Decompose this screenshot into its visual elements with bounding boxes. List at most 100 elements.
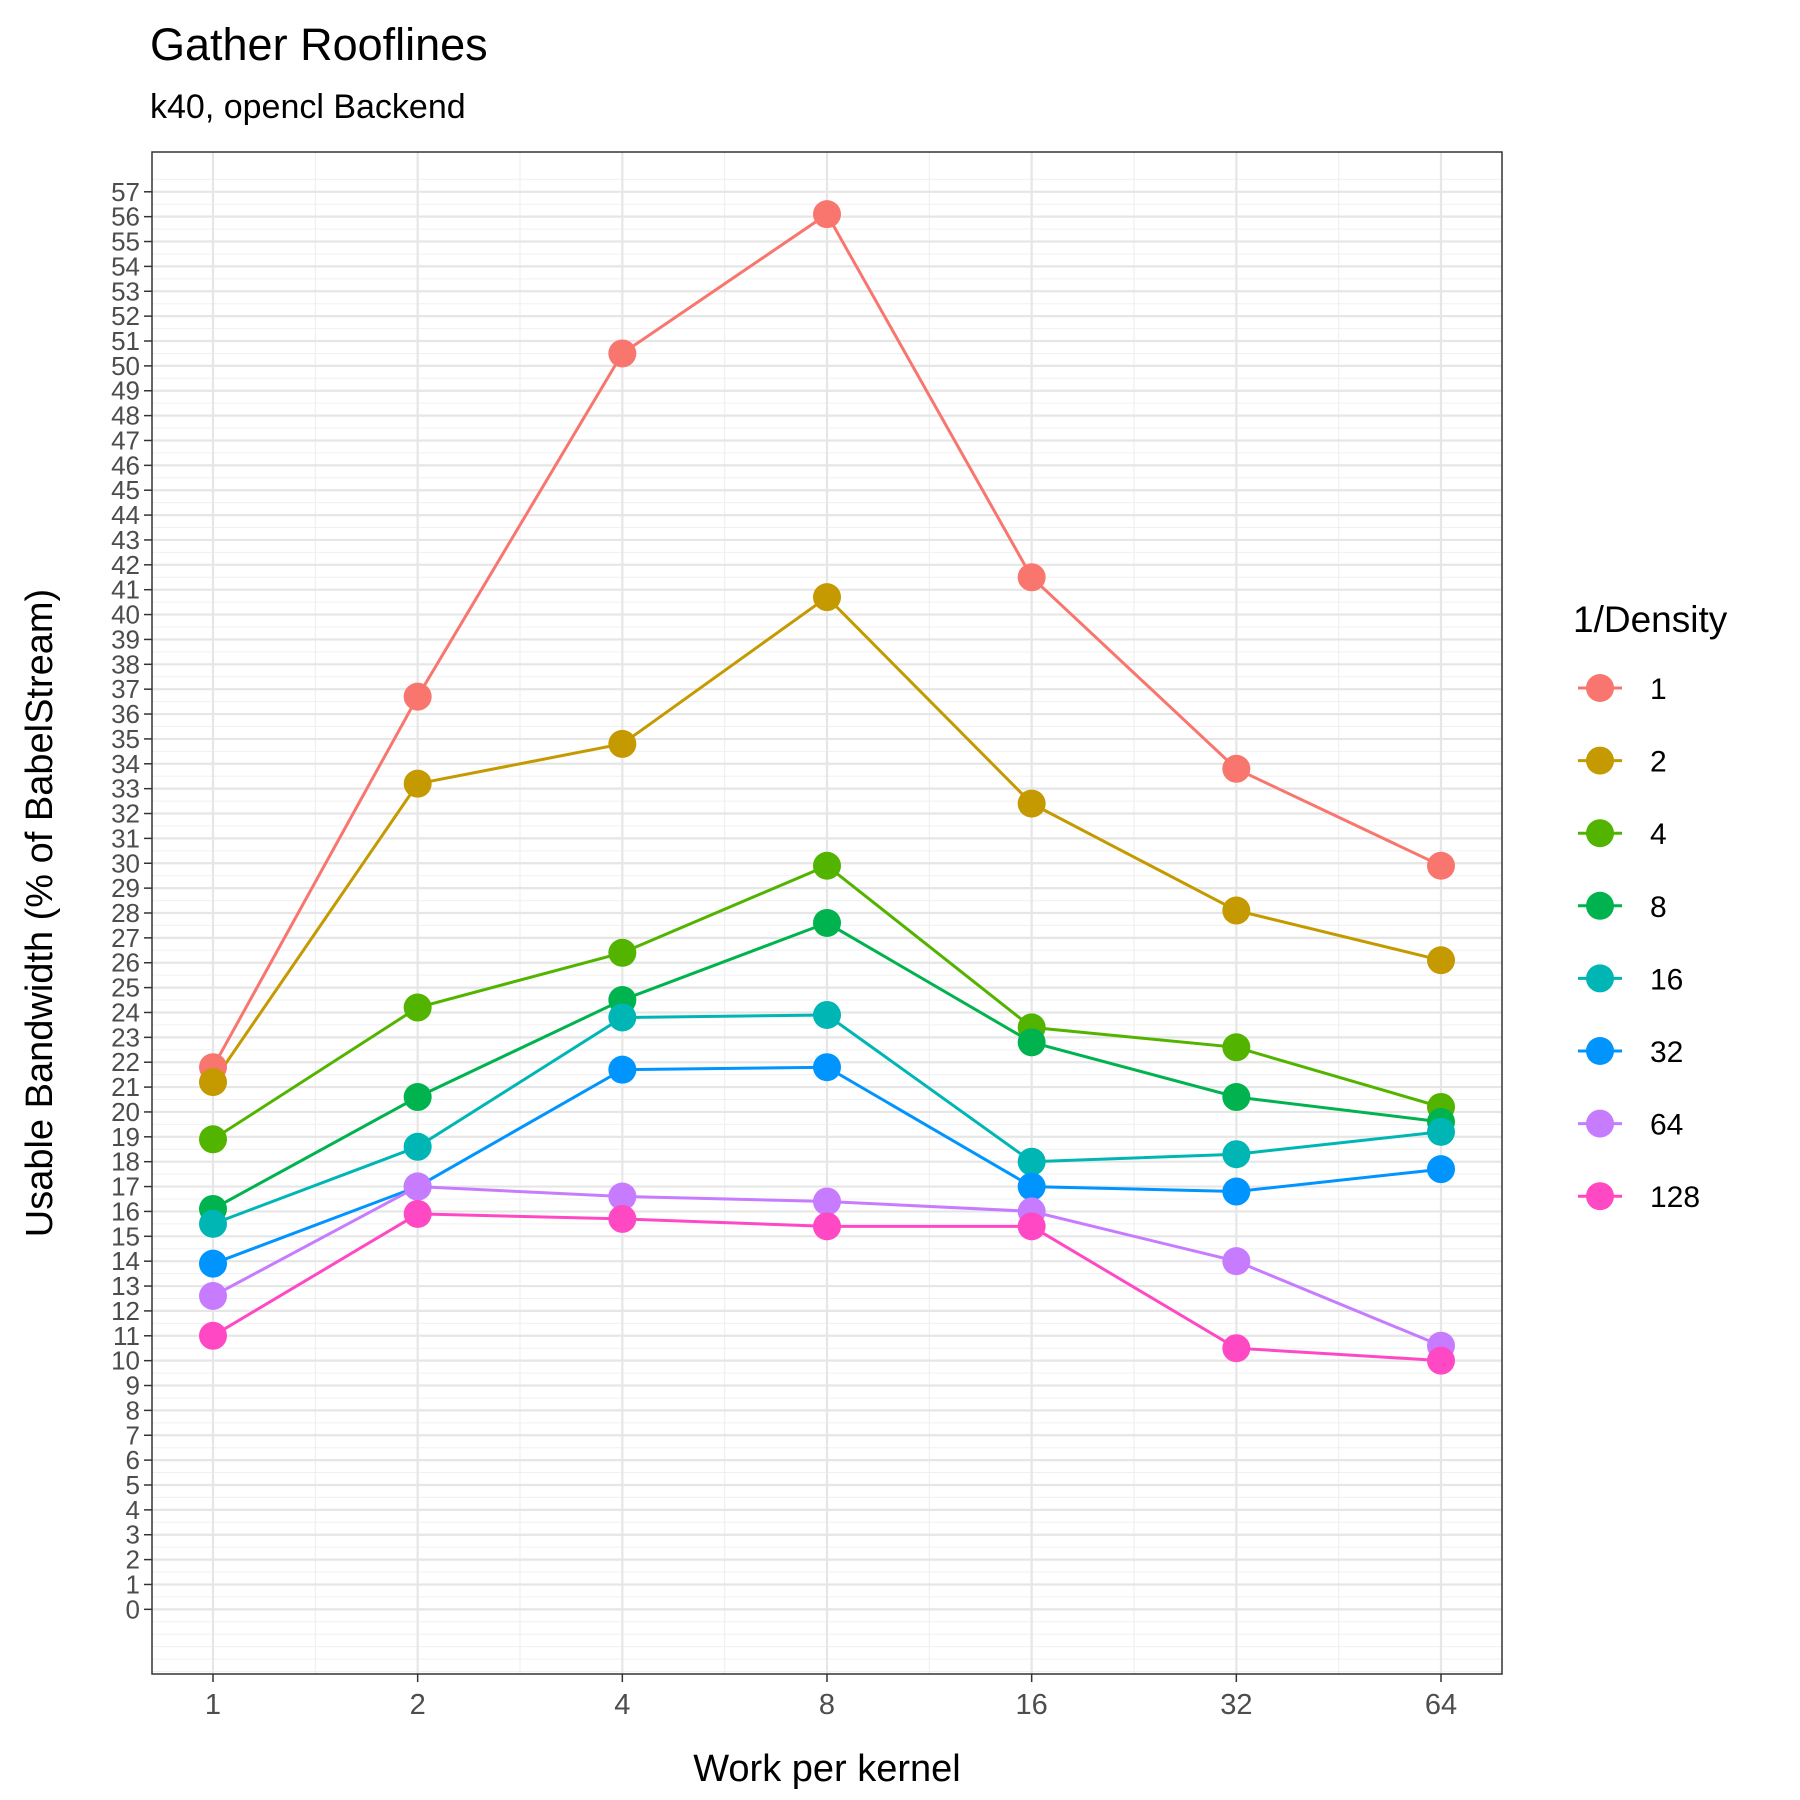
y-tick-label: 47 (111, 425, 140, 455)
y-tick-label: 3 (126, 1520, 140, 1550)
legend-item-4: 4 (1578, 818, 1667, 851)
data-point-16 (403, 1132, 432, 1161)
legend-label: 4 (1650, 818, 1667, 851)
y-tick-label: 25 (111, 973, 140, 1003)
legend-label: 32 (1650, 1036, 1683, 1069)
y-tick-label: 12 (111, 1296, 140, 1326)
data-point-8 (813, 908, 841, 937)
data-point-32 (199, 1249, 227, 1278)
x-tick-label: 4 (614, 1689, 630, 1721)
legend-label: 64 (1650, 1109, 1683, 1142)
data-point-128 (199, 1321, 227, 1350)
y-tick-label: 32 (111, 799, 140, 829)
data-point-32 (608, 1055, 637, 1084)
data-point-1 (608, 339, 637, 368)
legend: 1/Density 1 2 4 8 16 32 64 128 (1573, 599, 1728, 1214)
y-axis-ticks: 0123456789101112131415161718192021222324… (111, 177, 152, 1624)
x-tick-label: 64 (1425, 1689, 1457, 1721)
data-point-8 (1222, 1083, 1251, 1112)
data-point-1 (1222, 754, 1251, 783)
legend-key-point (1586, 674, 1614, 702)
legend-label: 1 (1650, 673, 1667, 706)
legend-label: 8 (1650, 891, 1667, 924)
legend-label: 128 (1650, 1181, 1700, 1214)
data-point-32 (1427, 1155, 1455, 1184)
legend-key-point (1586, 746, 1614, 775)
y-tick-label: 30 (111, 848, 140, 878)
x-tick-label: 32 (1220, 1689, 1252, 1721)
data-point-4 (813, 851, 841, 880)
series-points (199, 200, 1455, 1375)
y-tick-label: 48 (111, 401, 140, 431)
data-point-16 (813, 1000, 841, 1029)
y-tick-label: 14 (111, 1246, 140, 1276)
data-point-128 (1427, 1346, 1455, 1375)
y-tick-label: 45 (111, 475, 140, 505)
x-tick-label: 2 (410, 1689, 426, 1721)
legend-label: 2 (1650, 746, 1667, 779)
y-tick-label: 36 (111, 699, 140, 729)
chart-subtitle: k40, opencl Backend (150, 88, 466, 126)
data-point-64 (403, 1172, 432, 1201)
data-point-16 (1017, 1147, 1046, 1176)
y-tick-label: 7 (126, 1420, 140, 1450)
data-point-8 (403, 1083, 432, 1112)
data-point-16 (608, 1003, 637, 1032)
y-tick-label: 10 (111, 1346, 140, 1376)
y-tick-label: 34 (111, 749, 140, 779)
y-tick-label: 39 (111, 624, 140, 654)
data-point-64 (1222, 1247, 1251, 1276)
x-tick-label: 16 (1016, 1689, 1048, 1721)
y-tick-label: 5 (126, 1470, 140, 1500)
y-tick-label: 28 (111, 898, 140, 928)
y-tick-label: 29 (111, 873, 140, 903)
x-tick-label: 1 (205, 1689, 221, 1721)
y-tick-label: 56 (111, 202, 140, 232)
y-tick-label: 46 (111, 450, 140, 480)
y-tick-label: 23 (111, 1022, 140, 1052)
data-point-4 (1222, 1033, 1251, 1062)
y-tick-label: 21 (111, 1072, 140, 1102)
y-tick-label: 52 (111, 301, 140, 331)
legend-item-8: 8 (1578, 891, 1667, 924)
legend-key-point (1586, 1109, 1614, 1138)
y-tick-label: 49 (111, 376, 140, 406)
legend-key-point (1586, 819, 1614, 848)
y-tick-label: 2 (126, 1545, 140, 1575)
y-tick-label: 11 (113, 1321, 140, 1351)
data-point-16 (1222, 1140, 1251, 1169)
y-tick-label: 24 (111, 997, 140, 1027)
data-point-32 (1017, 1172, 1046, 1201)
y-tick-label: 44 (111, 500, 140, 530)
y-tick-label: 20 (111, 1097, 140, 1127)
data-point-64 (608, 1182, 637, 1211)
y-tick-label: 37 (111, 674, 140, 704)
data-point-1 (1017, 563, 1046, 592)
y-tick-label: 18 (111, 1147, 140, 1177)
legend-item-128: 128 (1578, 1181, 1700, 1214)
y-tick-label: 8 (126, 1395, 140, 1425)
y-tick-label: 6 (126, 1445, 140, 1475)
y-tick-label: 40 (111, 600, 140, 630)
data-point-32 (1222, 1177, 1251, 1206)
legend-key-point (1586, 1182, 1614, 1211)
legend-item-32: 32 (1578, 1036, 1683, 1069)
y-tick-label: 9 (126, 1371, 140, 1401)
y-tick-label: 50 (111, 351, 140, 381)
y-tick-label: 0 (126, 1594, 140, 1624)
y-tick-label: 4 (126, 1495, 140, 1525)
data-point-1 (813, 200, 841, 229)
data-point-4 (608, 938, 637, 967)
data-point-128 (608, 1204, 637, 1233)
data-point-4 (199, 1125, 227, 1154)
legend-label: 16 (1650, 963, 1683, 996)
data-point-2 (1017, 789, 1046, 818)
data-point-2 (813, 583, 841, 612)
data-point-128 (813, 1212, 841, 1241)
y-tick-label: 51 (111, 326, 140, 356)
data-point-64 (813, 1187, 841, 1216)
data-point-128 (403, 1199, 432, 1228)
y-tick-label: 22 (111, 1047, 140, 1077)
y-tick-label: 26 (111, 948, 140, 978)
